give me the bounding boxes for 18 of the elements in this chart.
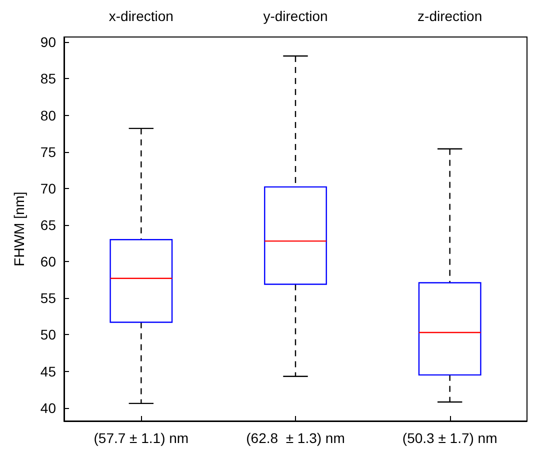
- y-tick-label: 40: [40, 400, 56, 416]
- y-tick-label: 90: [40, 34, 56, 50]
- y-tick-label: 70: [40, 180, 56, 196]
- y-tick-label: 80: [40, 107, 56, 124]
- text: x-direction: [108, 8, 174, 24]
- y-tick-label: 65: [40, 216, 56, 233]
- y-tick-label: 75: [40, 144, 56, 160]
- y-tick-label: 60: [40, 254, 56, 270]
- y-axis-title: FHWM [nm]: [11, 192, 27, 266]
- y-tick-label: 55: [40, 290, 56, 306]
- x-tick-label: (62.8 ± 1.3) nm: [246, 430, 345, 446]
- y-tick-label: 85: [40, 70, 56, 87]
- x-tick-label: (50.3 ± 1.7) nm: [402, 430, 498, 446]
- x-tick-label: (57.7 ± 1.1) nm: [94, 430, 189, 446]
- text: y-direction: [263, 8, 328, 24]
- y-tick-label: 45: [40, 363, 56, 380]
- y-tick-label: 50: [40, 326, 56, 343]
- text: z-direction: [418, 8, 482, 24]
